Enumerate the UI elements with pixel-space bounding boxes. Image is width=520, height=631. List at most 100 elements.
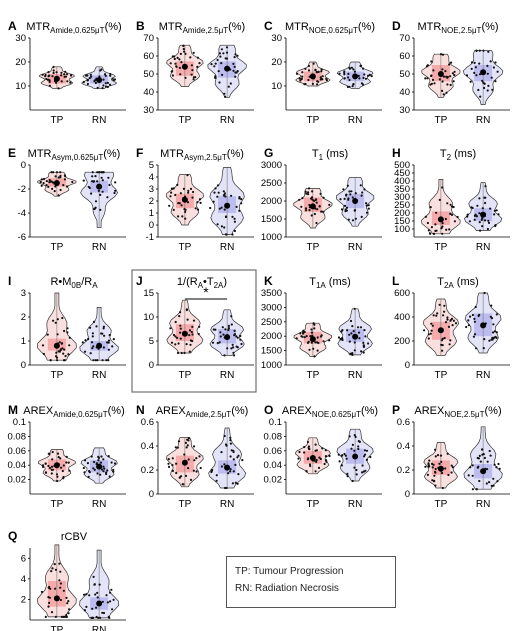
data-point [87, 337, 90, 341]
data-point [86, 79, 89, 82]
data-point [434, 448, 437, 451]
data-point [362, 76, 365, 79]
data-point [109, 600, 112, 603]
data-point [171, 464, 174, 467]
data-point [65, 455, 68, 458]
data-point [84, 339, 87, 342]
data-point [92, 345, 95, 348]
y-tick-label: 2 [21, 312, 26, 323]
data-point [449, 319, 452, 322]
y-tick-label: -6 [18, 232, 26, 243]
data-point [40, 178, 43, 181]
data-point [482, 453, 485, 456]
median-point [352, 73, 359, 80]
data-point [485, 468, 489, 471]
data-point [472, 335, 475, 338]
data-point [179, 327, 182, 330]
data-point [445, 228, 448, 231]
data-point [301, 71, 304, 74]
data-point [182, 483, 185, 486]
data-point [195, 457, 198, 460]
data-point [65, 73, 69, 76]
data-point [174, 62, 177, 65]
data-point [351, 196, 354, 199]
data-point [60, 342, 64, 345]
data-point [102, 346, 105, 349]
panel-b: B MTRAmide,2.5μT(%) 30 40 50 60 70 TP RN [136, 19, 254, 126]
y-tick-label: 500 [394, 160, 410, 171]
data-point [190, 73, 193, 76]
data-point [99, 473, 102, 476]
data-point [179, 324, 182, 327]
data-point [474, 213, 477, 216]
data-point [167, 465, 171, 468]
data-point [106, 341, 109, 344]
data-point [219, 335, 222, 338]
data-point [55, 473, 59, 476]
data-point [328, 203, 331, 206]
panel-title: MTRAsym,2.5μT(%) [160, 148, 244, 162]
data-point [495, 336, 498, 339]
data-point [106, 81, 109, 84]
y-tick-label: 4 [149, 172, 154, 183]
data-point [96, 591, 99, 595]
data-point [449, 75, 452, 78]
data-point [491, 88, 494, 91]
data-point [435, 314, 438, 317]
data-point [54, 321, 57, 324]
data-point [55, 351, 58, 354]
data-point [172, 208, 175, 211]
data-point [217, 191, 220, 194]
data-point [314, 68, 317, 71]
data-point [54, 185, 57, 188]
data-point [184, 217, 187, 220]
y-tick-label: 1 [21, 336, 26, 347]
x-tick-label: RN [92, 499, 106, 510]
y-tick-label: 3000 [261, 302, 282, 313]
data-point [306, 458, 309, 461]
data-point [113, 78, 116, 81]
data-point [192, 445, 196, 448]
data-point [184, 76, 187, 79]
data-point [449, 339, 452, 342]
data-point [430, 322, 433, 325]
panel-label: M [8, 403, 18, 417]
x-tick-label: RN [92, 115, 106, 126]
data-point [47, 452, 50, 455]
y-tick-label: 10 [271, 81, 282, 92]
data-point [483, 196, 486, 199]
median-point [352, 198, 359, 204]
x-tick-label: TP [434, 115, 447, 126]
data-point [439, 454, 443, 457]
data-point [439, 53, 443, 56]
data-point [344, 454, 347, 457]
data-point [65, 461, 68, 464]
data-point [234, 71, 237, 74]
data-point [486, 460, 489, 463]
data-point [471, 464, 474, 467]
median-point [224, 464, 231, 471]
data-point [189, 343, 192, 346]
data-point [185, 446, 188, 449]
data-point [168, 204, 171, 207]
data-point [100, 468, 104, 471]
data-point [298, 450, 301, 454]
panel-title: T1A (ms) [309, 276, 351, 290]
data-point [106, 85, 109, 89]
data-point [232, 450, 235, 454]
data-point [102, 84, 105, 87]
data-point [434, 455, 437, 458]
data-point [51, 567, 54, 570]
median-point [352, 453, 359, 460]
y-tick-label: -4 [18, 208, 26, 219]
y-tick-label: 30 [271, 33, 282, 44]
data-point [478, 197, 481, 200]
data-point [95, 606, 98, 609]
data-point [308, 447, 311, 451]
data-point [492, 484, 495, 487]
data-point [83, 609, 86, 612]
data-point [434, 471, 437, 474]
data-point [489, 60, 492, 63]
data-point [446, 202, 449, 205]
data-point [62, 464, 65, 467]
